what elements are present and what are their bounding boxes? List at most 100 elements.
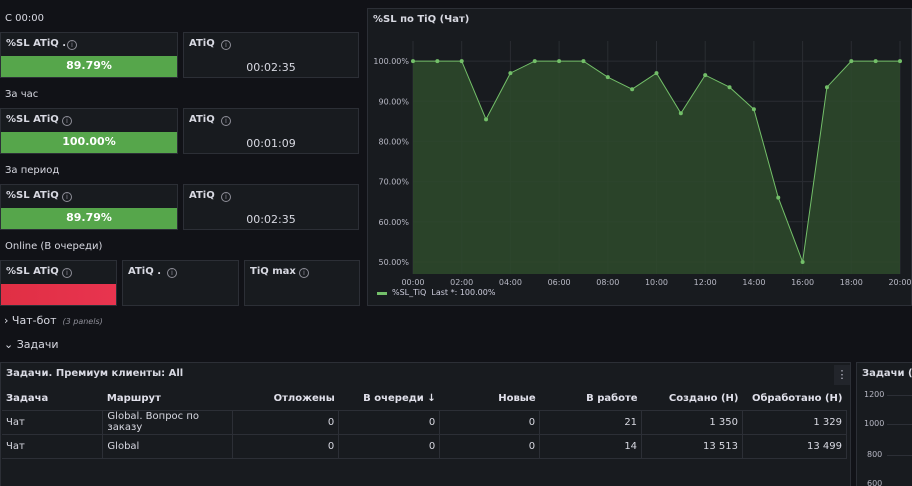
y-tick-label: 70.00% (378, 178, 409, 187)
sl-atiq-panel-1[interactable]: %SL ATiQ . i 89.79% (0, 32, 178, 78)
y-tick-label: 600 (867, 479, 883, 486)
panel-title: %SL ATiQ (6, 114, 59, 125)
table-cell: 1 329 (742, 410, 848, 435)
sl-atiq-panel-3[interactable]: %SL ATiQ i 89.79% (0, 184, 178, 230)
table-cell: Global (102, 434, 234, 459)
row-title: Задачи (16, 338, 59, 351)
data-point (678, 111, 683, 116)
online-tiq-max-panel[interactable]: TiQ max i (244, 260, 360, 306)
sl-tiq-chart: 100.00% 90.00% 80.00% 70.00% 60.00% 50.00% 00:… (373, 41, 912, 287)
info-icon[interactable]: i (221, 192, 231, 202)
y-tick-label: 100.00% (373, 57, 409, 66)
column-header[interactable]: В работе (539, 388, 642, 411)
tasks-table-panel[interactable]: Задачи. Премиум клиенты: All ⋮ Задача Ма… (0, 362, 851, 486)
x-tick-label: 00:00 (401, 278, 424, 287)
section-since-midnight: С 00:00 (5, 13, 44, 24)
table-cell: 0 (338, 434, 441, 459)
table-row: Чат Global. Вопрос по заказу 0 0 0 21 1 … (2, 410, 848, 435)
data-point (459, 59, 464, 64)
table-header-row: Задача Маршрут Отложены В очереди ↓ Новы… (2, 388, 847, 411)
table-cell: 21 (539, 410, 643, 435)
x-tick-label: 10:00 (645, 278, 668, 287)
data-point (800, 259, 805, 264)
panel-title: ATiQ (189, 114, 215, 125)
sort-desc-icon: ↓ (427, 393, 436, 405)
row-chatbot[interactable]: › Чат-бот (3 panels) (4, 314, 103, 327)
legend-swatch (377, 292, 387, 295)
panel-menu-icon[interactable]: ⋮ (834, 365, 850, 385)
stat-value: 00:02:35 (246, 213, 296, 226)
data-point (898, 59, 902, 64)
x-tick-label: 06:00 (548, 278, 571, 287)
data-point (605, 75, 610, 80)
table-cell: Чат (2, 410, 104, 435)
y-tick-label: 800 (867, 450, 883, 459)
table-cell: 13 499 (742, 434, 848, 459)
data-point (751, 107, 756, 112)
panel-title: ATiQ (189, 38, 215, 49)
info-icon[interactable]: i (299, 268, 309, 278)
data-point (532, 59, 537, 64)
column-header[interactable]: Маршрут (102, 388, 233, 411)
data-point (849, 59, 854, 64)
y-tick-label: 60.00% (378, 218, 409, 227)
data-point (873, 59, 878, 64)
panel-title: %SL ATiQ . (6, 38, 67, 49)
column-header-sorted[interactable]: В очереди ↓ (338, 388, 440, 411)
data-point (557, 59, 562, 64)
table-cell: 0 (232, 434, 340, 459)
stat-value: 89.79% (1, 56, 177, 77)
data-point (630, 87, 635, 92)
legend-last-value: Last *: 100.00% (431, 288, 496, 297)
x-tick-label: 08:00 (596, 278, 619, 287)
section-per-hour: За час (5, 89, 39, 100)
x-tick-label: 12:00 (694, 278, 717, 287)
info-icon[interactable]: i (221, 40, 231, 50)
info-icon[interactable]: i (221, 116, 231, 126)
column-header[interactable]: Задача (2, 388, 103, 411)
online-atiq-panel[interactable]: ATiQ . i (122, 260, 239, 306)
data-point (435, 59, 440, 64)
legend-item[interactable]: %SL_TiQ Last *: 100.00% (392, 288, 495, 297)
row-panel-count: (3 panels) (62, 317, 103, 326)
table-cell: 14 (539, 434, 643, 459)
table-cell: 0 (439, 434, 541, 459)
info-icon[interactable]: i (62, 268, 72, 278)
info-icon[interactable]: i (167, 268, 177, 278)
x-tick-label: 02:00 (450, 278, 473, 287)
grid-line (887, 424, 912, 425)
tasks-chart-panel[interactable]: Задачи (Ча 1200 1000 800 600 (856, 362, 912, 486)
sl-tiq-chart-panel[interactable]: %SL по TiQ (Чат) 100.00% 90.00% 80.00% 70.0… (367, 8, 912, 306)
atiq-panel-3[interactable]: ATiQ i 00:02:35 (183, 184, 359, 230)
y-tick-label: 80.00% (378, 137, 409, 146)
y-tick-label: 1200 (864, 390, 885, 399)
column-header[interactable]: Обработано (Н) (742, 388, 847, 411)
panel-title: ATiQ . (128, 266, 161, 277)
info-icon[interactable]: i (62, 116, 72, 126)
column-header[interactable]: Отложены (232, 388, 339, 411)
sl-atiq-panel-2[interactable]: %SL ATiQ i 100.00% (0, 108, 178, 154)
atiq-panel-1[interactable]: ATiQ i 00:02:35 (183, 32, 359, 78)
legend-series-name: %SL_TiQ (392, 288, 427, 297)
row-title: Чат-бот (11, 314, 57, 327)
x-tick-label: 14:00 (742, 278, 765, 287)
chevron-down-icon: ⌄ (4, 338, 14, 351)
table-cell: 1 350 (641, 410, 743, 435)
info-icon[interactable]: i (62, 192, 72, 202)
grid-line (887, 455, 912, 456)
panel-title: ATiQ (189, 190, 215, 201)
panel-title: Задачи (Ча (862, 368, 912, 379)
table-cell: Чат (2, 434, 104, 459)
panel-title: %SL по TiQ (Чат) (373, 14, 470, 25)
data-point (484, 117, 489, 122)
table-row: Чат Global 0 0 0 14 13 513 13 499 (2, 434, 848, 459)
table-cell: 13 513 (641, 434, 743, 459)
online-sl-panel[interactable]: %SL ATiQ i (0, 260, 117, 306)
row-tasks[interactable]: ⌄ Задачи (4, 338, 59, 351)
column-header[interactable]: Новые (439, 388, 540, 411)
x-tick-label: 18:00 (840, 278, 863, 287)
info-icon[interactable]: i (67, 40, 77, 50)
atiq-panel-2[interactable]: ATiQ i 00:01:09 (183, 108, 359, 154)
column-header[interactable]: Создано (Н) (641, 388, 743, 411)
y-tick-label: 1000 (864, 419, 885, 428)
